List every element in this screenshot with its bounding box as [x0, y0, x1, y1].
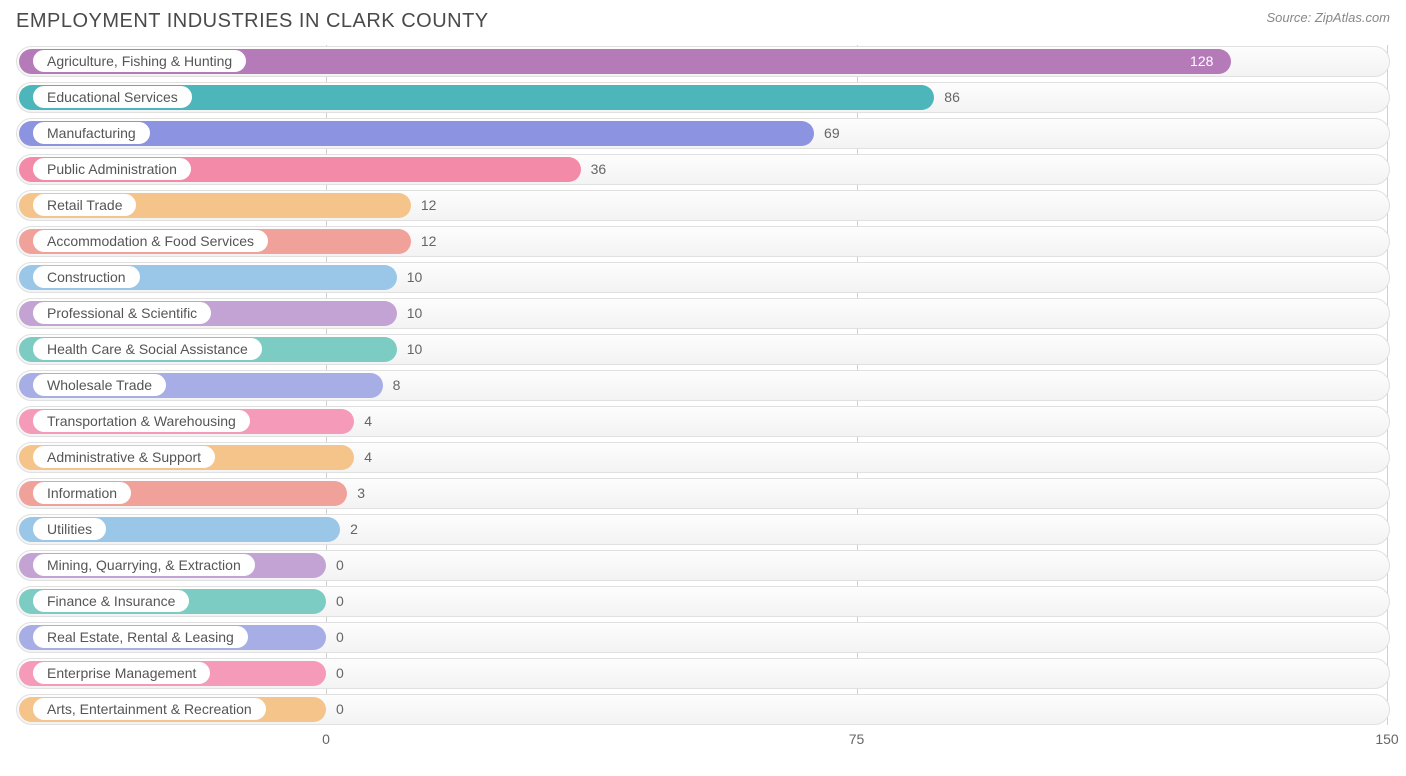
bar-row: Agriculture, Fishing & Hunting 128	[16, 46, 1390, 77]
bar-value: 10	[407, 341, 423, 357]
bar-row: Educational Services 86	[16, 82, 1390, 113]
bar-row: Retail Trade 12	[16, 190, 1390, 221]
bar-row: Information 3	[16, 478, 1390, 509]
bar-label: Enterprise Management	[32, 661, 211, 685]
bar-value: 12	[421, 197, 437, 213]
bar-label: Transportation & Warehousing	[32, 409, 251, 433]
x-axis-tick-label: 150	[1375, 731, 1398, 747]
bar-value: 128	[1190, 53, 1213, 69]
bar-row: Real Estate, Rental & Leasing 0	[16, 622, 1390, 653]
bar-label: Public Administration	[32, 157, 192, 181]
x-axis-labels: 075150	[16, 729, 1390, 751]
bar-label: Health Care & Social Assistance	[32, 337, 263, 361]
bar-label: Retail Trade	[32, 193, 137, 217]
chart-title: EMPLOYMENT INDUSTRIES IN CLARK COUNTY	[16, 10, 489, 33]
chart-area: Agriculture, Fishing & Hunting128Educati…	[16, 45, 1390, 751]
bar-label: Arts, Entertainment & Recreation	[32, 697, 267, 721]
bar-row: Administrative & Support 4	[16, 442, 1390, 473]
bars-container: Agriculture, Fishing & Hunting128Educati…	[16, 45, 1390, 725]
x-axis-tick-label: 75	[849, 731, 865, 747]
chart-source: Source: ZipAtlas.com	[1266, 10, 1390, 25]
bar-value: 12	[421, 233, 437, 249]
bar-row: Construction 10	[16, 262, 1390, 293]
bar-label: Real Estate, Rental & Leasing	[32, 625, 249, 649]
bar-label: Manufacturing	[32, 121, 151, 145]
bar-value: 3	[357, 485, 365, 501]
bar-value: 0	[336, 701, 344, 717]
bar-row: Accommodation & Food Services 12	[16, 226, 1390, 257]
bar-label: Educational Services	[32, 85, 193, 109]
bar-label: Mining, Quarrying, & Extraction	[32, 553, 256, 577]
bar-label: Agriculture, Fishing & Hunting	[32, 49, 247, 73]
bar-value: 4	[364, 413, 372, 429]
bar-row: Utilities 2	[16, 514, 1390, 545]
bar-label: Construction	[32, 265, 141, 289]
bar-label: Administrative & Support	[32, 445, 216, 469]
bar-value: 0	[336, 665, 344, 681]
bar-label: Finance & Insurance	[32, 589, 190, 613]
bar-row: Public Administration 36	[16, 154, 1390, 185]
bar-value: 0	[336, 557, 344, 573]
bar-value: 10	[407, 305, 423, 321]
bar-value: 69	[824, 125, 840, 141]
bar-row: Health Care & Social Assistance 10	[16, 334, 1390, 365]
bar-value: 0	[336, 593, 344, 609]
bar-row: Mining, Quarrying, & Extraction 0	[16, 550, 1390, 581]
bar-row: Manufacturing 69	[16, 118, 1390, 149]
bar-value: 8	[393, 377, 401, 393]
bar-label: Wholesale Trade	[32, 373, 167, 397]
bar-row: Professional & Scientific 10	[16, 298, 1390, 329]
bar-row: Arts, Entertainment & Recreation 0	[16, 694, 1390, 725]
bar-row: Enterprise Management 0	[16, 658, 1390, 689]
x-axis-tick-label: 0	[322, 731, 330, 747]
bar-row: Finance & Insurance 0	[16, 586, 1390, 617]
bar-value: 2	[350, 521, 358, 537]
bar-label: Accommodation & Food Services	[32, 229, 269, 253]
bar-value: 10	[407, 269, 423, 285]
bar-value: 0	[336, 629, 344, 645]
bar-value: 36	[591, 161, 607, 177]
bar-label: Information	[32, 481, 132, 505]
bar-row: Transportation & Warehousing 4	[16, 406, 1390, 437]
bar-label: Utilities	[32, 517, 107, 541]
bar-label: Professional & Scientific	[32, 301, 212, 325]
bar-row: Wholesale Trade 8	[16, 370, 1390, 401]
bar-value: 86	[944, 89, 960, 105]
bar-value: 4	[364, 449, 372, 465]
